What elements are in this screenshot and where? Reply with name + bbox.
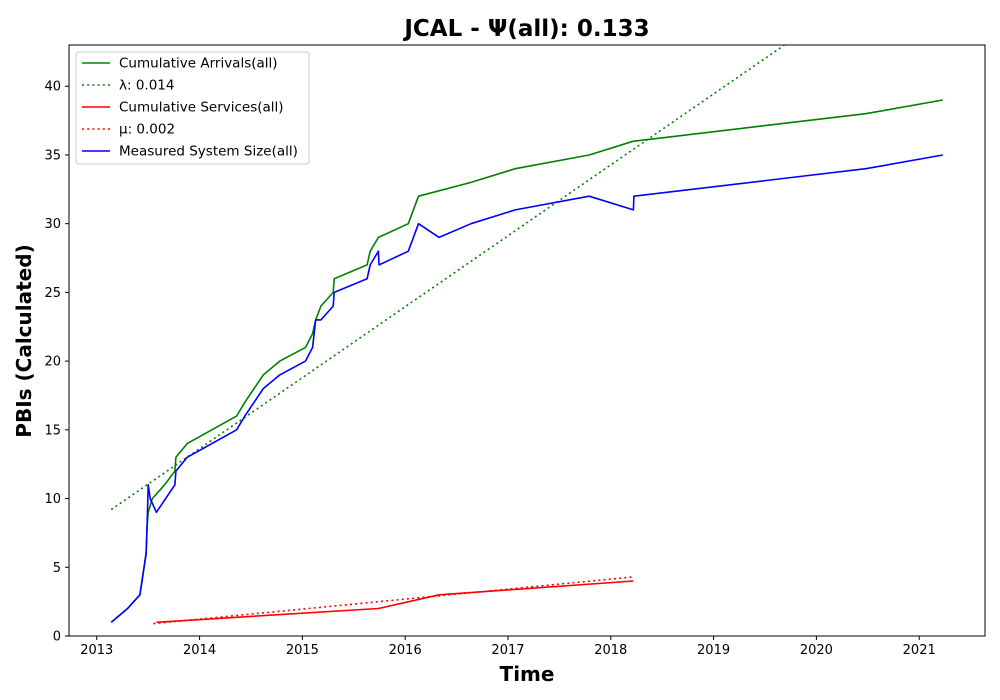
legend-label: λ: 0.014 [119, 78, 174, 94]
series-line-4 [153, 576, 634, 625]
y-tick-label: 35 [44, 148, 61, 163]
y-tick-label: 10 [44, 492, 61, 507]
plot-area [68, 44, 986, 637]
x-axis: 2013 2014 2015 2016 2017 2018 2019 2020 2021 [80, 636, 936, 658]
x-tick-label: 2018 [594, 643, 627, 658]
y-tick-label: 25 [44, 286, 61, 301]
legend-label: Cumulative Arrivals(all) [119, 56, 278, 72]
legend-box [75, 51, 310, 165]
legend: Cumulative Arrivals(all) λ: 0.014 Cumulati… [75, 51, 310, 165]
x-tick-label: 2019 [697, 643, 730, 658]
y-tick-label: 5 [53, 561, 61, 576]
y-tick-label: 0 [53, 630, 61, 645]
x-tick-label: 2020 [800, 643, 833, 658]
x-tick-label: 2017 [491, 643, 524, 658]
plot-frame [68, 44, 986, 637]
x-tick-label: 2016 [389, 643, 422, 658]
legend-label: μ: 0.002 [119, 122, 175, 138]
chart-title: JCAL - Ψ(all): 0.133 [402, 16, 649, 42]
y-tick-label: 20 [44, 355, 61, 370]
legend-label: Measured System Size(all) [119, 144, 298, 160]
x-tick-label: 2014 [183, 643, 216, 658]
series-line-2 [110, 45, 785, 511]
y-axis: 0 5 10 15 20 25 30 35 40 [44, 80, 69, 645]
y-tick-label: 40 [44, 80, 61, 95]
legend-label: Cumulative Services(all) [119, 100, 284, 116]
x-tick-label: 2015 [286, 643, 319, 658]
y-axis-title: PBIs (Calculated) [12, 244, 36, 437]
x-tick-label: 2013 [80, 643, 113, 658]
x-tick-label: 2021 [903, 643, 936, 658]
y-tick-label: 15 [44, 423, 61, 438]
series-line-5 [110, 154, 943, 623]
series-layer [110, 45, 943, 625]
series-line-3 [156, 580, 634, 624]
y-tick-label: 30 [44, 217, 61, 232]
x-axis-title: Time [500, 662, 555, 686]
